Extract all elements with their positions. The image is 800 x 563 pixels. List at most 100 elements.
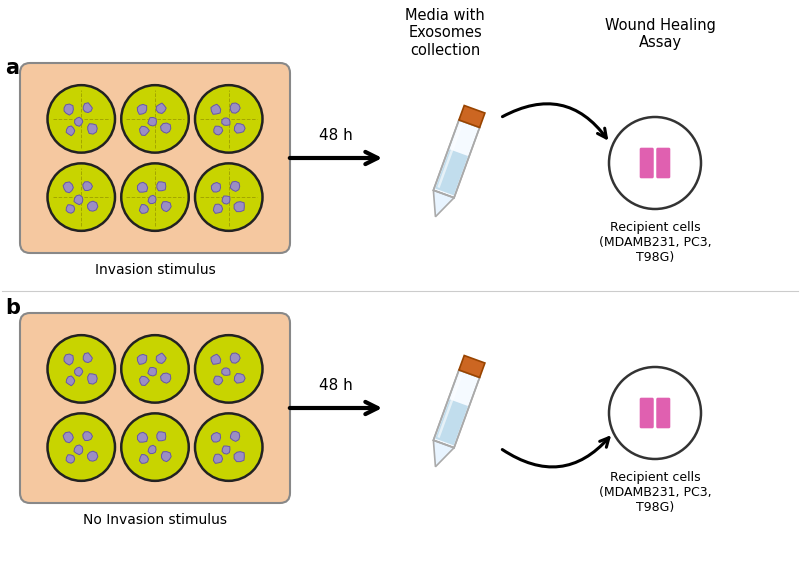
Polygon shape: [87, 451, 98, 461]
Polygon shape: [74, 445, 83, 455]
Circle shape: [609, 117, 701, 209]
Polygon shape: [157, 182, 166, 191]
Polygon shape: [88, 374, 98, 384]
Polygon shape: [83, 103, 92, 113]
Circle shape: [47, 163, 115, 231]
Polygon shape: [222, 446, 230, 454]
Polygon shape: [82, 182, 93, 190]
Polygon shape: [230, 103, 240, 113]
Polygon shape: [435, 149, 468, 195]
Polygon shape: [156, 103, 166, 114]
Circle shape: [195, 85, 262, 153]
Polygon shape: [162, 452, 171, 462]
Polygon shape: [66, 205, 74, 213]
Circle shape: [47, 85, 115, 153]
Circle shape: [47, 413, 115, 481]
Polygon shape: [234, 202, 244, 212]
Polygon shape: [222, 368, 230, 376]
Polygon shape: [83, 353, 92, 363]
Polygon shape: [63, 432, 74, 443]
Circle shape: [122, 85, 189, 153]
Polygon shape: [214, 126, 222, 135]
Polygon shape: [211, 104, 221, 114]
Polygon shape: [434, 190, 454, 217]
Polygon shape: [156, 353, 166, 364]
Polygon shape: [434, 440, 454, 467]
Circle shape: [195, 413, 262, 481]
Polygon shape: [63, 182, 74, 193]
Polygon shape: [139, 454, 149, 463]
Polygon shape: [222, 118, 230, 126]
Polygon shape: [66, 376, 74, 386]
Polygon shape: [434, 120, 480, 198]
Polygon shape: [138, 182, 148, 192]
Polygon shape: [148, 445, 156, 454]
Text: No Invasion stimulus: No Invasion stimulus: [83, 513, 227, 527]
Polygon shape: [66, 126, 74, 136]
Circle shape: [609, 367, 701, 459]
Text: a: a: [5, 58, 19, 78]
Polygon shape: [214, 204, 222, 213]
Circle shape: [195, 163, 262, 231]
Polygon shape: [138, 354, 146, 364]
Polygon shape: [230, 353, 240, 363]
Polygon shape: [230, 181, 240, 191]
Polygon shape: [74, 195, 83, 205]
Text: 48 h: 48 h: [319, 128, 353, 143]
FancyBboxPatch shape: [20, 63, 290, 253]
Polygon shape: [214, 454, 222, 463]
Polygon shape: [230, 431, 240, 441]
FancyBboxPatch shape: [20, 313, 290, 503]
Polygon shape: [82, 432, 93, 440]
Text: Wound Healing
Assay: Wound Healing Assay: [605, 18, 715, 51]
Polygon shape: [64, 104, 74, 115]
FancyBboxPatch shape: [656, 148, 670, 178]
Polygon shape: [211, 432, 221, 442]
Polygon shape: [138, 432, 148, 442]
Text: b: b: [5, 298, 20, 318]
Polygon shape: [74, 367, 83, 376]
Polygon shape: [139, 204, 149, 213]
Polygon shape: [66, 455, 74, 463]
Polygon shape: [435, 399, 468, 445]
Polygon shape: [138, 104, 146, 114]
Polygon shape: [139, 376, 150, 386]
Polygon shape: [157, 432, 166, 441]
Polygon shape: [87, 201, 98, 211]
Polygon shape: [148, 368, 157, 376]
Text: Recipient cells
(MDAMB231, PC3,
T98G): Recipient cells (MDAMB231, PC3, T98G): [598, 471, 711, 514]
Polygon shape: [148, 118, 157, 126]
Polygon shape: [64, 354, 74, 365]
FancyBboxPatch shape: [640, 148, 654, 178]
Circle shape: [195, 335, 262, 403]
Polygon shape: [148, 195, 156, 204]
Polygon shape: [139, 126, 150, 136]
Polygon shape: [434, 370, 480, 448]
Polygon shape: [161, 373, 171, 383]
Circle shape: [122, 413, 189, 481]
Polygon shape: [234, 123, 245, 133]
Polygon shape: [459, 355, 485, 377]
Circle shape: [122, 163, 189, 231]
Text: Media with
Exosomes
collection: Media with Exosomes collection: [405, 8, 485, 58]
Polygon shape: [161, 123, 171, 133]
FancyBboxPatch shape: [640, 397, 654, 428]
Polygon shape: [459, 105, 485, 127]
Polygon shape: [222, 196, 230, 204]
Text: Recipient cells
(MDAMB231, PC3,
T98G): Recipient cells (MDAMB231, PC3, T98G): [598, 221, 711, 264]
Polygon shape: [234, 452, 244, 462]
Text: 48 h: 48 h: [319, 378, 353, 393]
Text: Invasion stimulus: Invasion stimulus: [94, 263, 215, 277]
Polygon shape: [211, 354, 221, 364]
Polygon shape: [211, 182, 221, 192]
Polygon shape: [162, 202, 171, 212]
Polygon shape: [74, 117, 83, 126]
Circle shape: [122, 335, 189, 403]
Polygon shape: [234, 374, 245, 383]
FancyBboxPatch shape: [656, 397, 670, 428]
Circle shape: [47, 335, 115, 403]
Polygon shape: [214, 376, 222, 385]
Polygon shape: [88, 124, 98, 134]
FancyArrowPatch shape: [502, 104, 606, 138]
FancyArrowPatch shape: [502, 437, 609, 467]
